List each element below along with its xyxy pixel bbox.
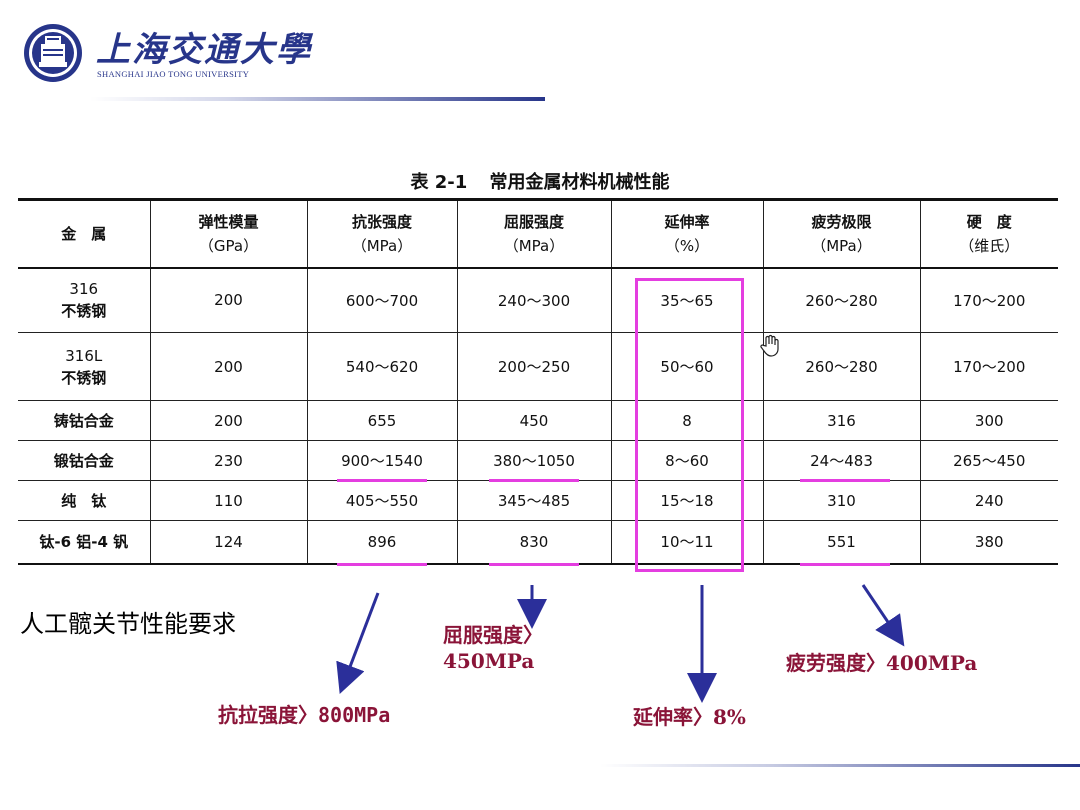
table-cell: 540～620 <box>306 332 457 401</box>
highlight-underline <box>337 563 427 566</box>
table-row: 铸钴合金 200 655 450 8 316 300 <box>18 400 1058 441</box>
header-hardness: 硬 度（维氏） <box>919 199 1058 268</box>
header-yield-strength: 屈服强度 （MPa） <box>456 199 611 268</box>
table-header-row: 金 属 弹性模量 （GPa） 抗张强度 （MPa） 屈服强度 （MPa） 延伸率 （%）… <box>18 199 1058 268</box>
highlight-underline <box>489 479 579 482</box>
arrow-tensile <box>336 592 380 695</box>
table-cell: 900～1540 <box>306 440 457 481</box>
table-cell: 170～200 <box>919 267 1058 333</box>
header-elastic-modulus: 弹性模量 （GPa） <box>149 199 307 268</box>
fatigue-requirement: 疲劳强度〉400MPa <box>786 651 978 675</box>
highlight-underline <box>489 563 579 566</box>
table-cell: 110 <box>149 480 307 521</box>
table-cell: 260～280 <box>762 332 920 401</box>
table-row: 316L 不锈钢 200 540～620 200～250 50～60 260～28… <box>18 332 1058 401</box>
university-name-en: SHANGHAI JIAO TONG UNIVERSITY <box>97 69 250 79</box>
table-cell: 345～485 <box>456 480 611 521</box>
table-cell: 124 <box>149 520 307 564</box>
table-cell: 310 <box>762 480 920 521</box>
university-name-cn: 上海交通大學 <box>96 30 312 70</box>
table-cell: 170～200 <box>919 332 1058 401</box>
material-cell: 钛-6 铝-4 钒 <box>39 532 129 551</box>
highlight-underline <box>337 479 427 482</box>
highlight-underline <box>800 479 890 482</box>
table-cell: 380～1050 <box>456 440 611 481</box>
material-cell: 锻钴合金 <box>53 451 114 470</box>
requirements-title: 人工髋关节性能要求 <box>20 610 236 638</box>
table-row: 纯 钛 110 405～550 345～485 15～18 310 240 <box>18 480 1058 521</box>
elongation-highlight-box <box>635 278 744 572</box>
highlight-underline <box>800 563 890 566</box>
material-cell: 铸钴合金 <box>53 411 114 430</box>
material-cell: 316L 不锈钢 <box>61 346 107 387</box>
material-cell: 纯 钛 <box>61 491 107 510</box>
table-cell: 830 <box>456 520 611 564</box>
elongation-requirement: 延伸率〉8% <box>633 705 746 729</box>
table-cell: 260～280 <box>762 267 920 333</box>
table-cell: 200 <box>149 267 307 333</box>
table-title: 常用金属材料机械性能 <box>489 172 670 193</box>
table-cell: 600～700 <box>306 267 457 333</box>
table-cell: 551 <box>762 520 920 564</box>
university-emblem-icon <box>24 24 82 82</box>
table-cell: 405～550 <box>306 480 457 521</box>
table-cell: 24～483 <box>762 440 920 481</box>
table-cell: 265～450 <box>919 440 1058 481</box>
table-cell: 896 <box>306 520 457 564</box>
table-cell: 300 <box>919 400 1058 441</box>
table-cell: 200 <box>149 332 307 401</box>
header-elongation: 延伸率 （%） <box>610 199 763 268</box>
table-row: 316 不锈钢 200 600～700 240～300 35～65 260～280… <box>18 267 1058 333</box>
table-row: 钛-6 铝-4 钒 124 896 830 10～11 551 380 <box>18 520 1058 564</box>
table-cell: 450 <box>456 400 611 441</box>
table-cell: 240 <box>919 480 1058 521</box>
material-cell: 316 不锈钢 <box>61 280 107 321</box>
header-tensile-strength: 抗张强度 （MPa） <box>306 199 457 268</box>
table-caption: 表 2-1 常用金属材料机械性能 <box>0 168 1080 194</box>
table-cell: 230 <box>149 440 307 481</box>
table-cell: 200 <box>149 400 307 441</box>
table-cell: 380 <box>919 520 1058 564</box>
tensile-requirement: 抗拉强度〉800MPa <box>218 703 391 727</box>
header-fatigue-limit: 疲劳极限 （MPa） <box>762 199 920 268</box>
table-cell: 316 <box>762 400 920 441</box>
table-cell: 200～250 <box>456 332 611 401</box>
table-number: 表 2-1 <box>410 172 468 193</box>
footer-divider <box>600 764 1080 767</box>
material-properties-table: 金 属 弹性模量 （GPa） 抗张强度 （MPa） 屈服强度 （MPa） 延伸率 （%）… <box>18 198 1058 565</box>
header-divider <box>90 97 545 101</box>
arrow-fatigue <box>861 584 905 647</box>
yield-requirement: 屈服强度〉 450MPa <box>443 623 543 673</box>
header-material: 金 属 <box>61 224 107 243</box>
table-cell: 655 <box>306 400 457 441</box>
hand-cursor-icon <box>760 334 779 357</box>
table-cell: 240～300 <box>456 267 611 333</box>
